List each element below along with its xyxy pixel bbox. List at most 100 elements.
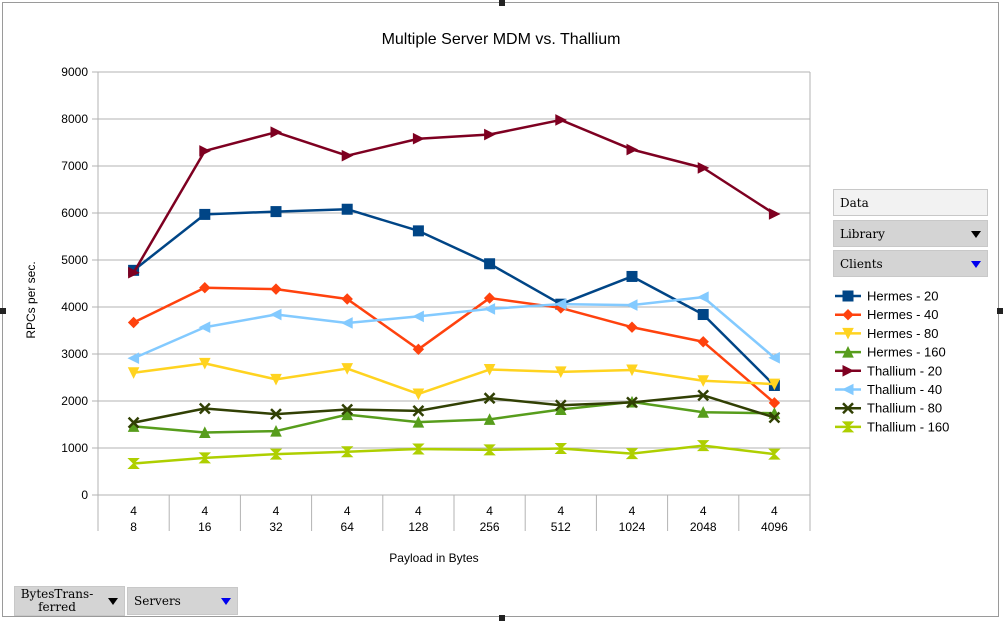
data-point (483, 392, 496, 405)
resize-handle-top[interactable] (499, 0, 505, 6)
data-point (696, 440, 710, 452)
legend-item: Thallium - 40 (835, 382, 942, 397)
data-point (127, 316, 140, 329)
data-point (697, 389, 710, 402)
series-hermes-80 (127, 357, 781, 401)
x-tick-label-bottom: 512 (551, 520, 571, 534)
series-line (132, 118, 776, 274)
series-group (127, 114, 781, 470)
legend-marker (842, 290, 854, 302)
series-thallium-40 (127, 291, 780, 365)
legend-label: Hermes - 80 (867, 326, 939, 341)
legend-label: Hermes - 20 (867, 289, 939, 304)
data-point (554, 366, 567, 378)
data-point (483, 364, 496, 376)
data-point (198, 402, 211, 415)
series-line (133, 295, 776, 360)
y-tick-label: 6000 (61, 206, 88, 220)
resize-handle-right[interactable] (997, 308, 1003, 314)
data-point (198, 321, 211, 334)
data-point (625, 299, 638, 311)
data-point (269, 308, 282, 321)
data-point (412, 343, 425, 356)
data-point (341, 408, 354, 421)
data-point (626, 270, 638, 282)
legend-marker (841, 383, 854, 396)
clients-field-button[interactable]: Clients (833, 250, 988, 277)
series-line (133, 286, 776, 404)
data-point (127, 458, 140, 470)
servers-field-label: Servers (134, 594, 181, 608)
data-point (697, 162, 710, 174)
data-point (768, 378, 781, 391)
y-tick-label: 4000 (61, 300, 88, 314)
x-tick-label-top: 4 (557, 504, 564, 518)
series-line (133, 400, 775, 434)
data-point (697, 375, 710, 387)
legend-label: Hermes - 40 (867, 307, 939, 322)
data-point (270, 408, 282, 421)
series-hermes-40 (127, 282, 781, 409)
data-point (412, 388, 425, 401)
data-point (555, 114, 567, 126)
data-point (127, 416, 140, 429)
data-point (768, 208, 781, 220)
clients-field-label: Clients (840, 256, 883, 271)
legend-label: Thallium - 40 (867, 382, 942, 397)
data-point (768, 351, 780, 364)
resize-handle-bottom[interactable] (499, 615, 505, 621)
legend-marker (842, 402, 854, 415)
data-point (341, 293, 353, 305)
servers-field-button[interactable]: Servers (127, 587, 238, 615)
data-point (199, 282, 211, 294)
legend-label: Thallium - 160 (867, 419, 949, 434)
data-point (270, 206, 282, 218)
filter-arrow-icon (221, 598, 231, 605)
x-tick-label-bottom: 256 (480, 520, 500, 534)
x-tick-label-top: 4 (344, 504, 351, 518)
data-point (412, 404, 425, 417)
data-point (412, 310, 424, 323)
data-point (626, 364, 638, 377)
y-tick-label: 9000 (61, 65, 88, 79)
bytes-transferred-field-button[interactable]: BytesTrans-ferred (14, 586, 125, 616)
dropdown-arrow-icon (108, 598, 118, 605)
dropdown-arrow-icon (971, 230, 981, 238)
data-point (484, 258, 496, 270)
data-point (483, 444, 496, 456)
data-point (269, 448, 283, 460)
resize-handle-left[interactable] (0, 308, 6, 314)
y-tick-labels: 0 1000 2000 3000 4000 5000 6000 7000 8000 9000 (61, 65, 88, 502)
y-tick-label: 2000 (61, 394, 88, 408)
x-tick-label-top: 4 (201, 504, 208, 518)
x-tick-label-top: 4 (700, 504, 707, 518)
data-field[interactable]: Data (833, 189, 988, 216)
legend-item: Thallium - 160 (835, 419, 949, 434)
data-point (626, 321, 638, 333)
legend-item: Hermes - 160 (835, 345, 946, 360)
legend-label: Thallium - 80 (867, 401, 942, 416)
data-point (198, 426, 211, 438)
legend-marker (842, 345, 854, 358)
legend-label: Hermes - 160 (867, 345, 946, 360)
y-tick-label: 5000 (61, 253, 88, 267)
data-point (199, 208, 211, 220)
data-point (768, 411, 781, 424)
x-tick-label-top: 4 (415, 504, 422, 518)
data-point (554, 399, 567, 412)
legend: Hermes - 20 Hermes - 40 Hermes - 80 Hermes … (835, 289, 949, 434)
series-line (133, 362, 775, 396)
x-tick-label-bottom: 32 (269, 520, 283, 534)
data-point (768, 448, 781, 460)
library-field-button[interactable]: Library (833, 220, 988, 247)
data-point (483, 303, 496, 315)
x-tick-label-bottom: 64 (341, 520, 355, 534)
legend-marker (842, 308, 854, 321)
y-axis-label: RPCs per sec. (24, 261, 38, 338)
series-thallium-20 (128, 114, 781, 279)
series-line (133, 444, 775, 465)
data-point (270, 126, 283, 138)
data-point (412, 132, 425, 145)
y-tick-label: 3000 (61, 347, 88, 361)
